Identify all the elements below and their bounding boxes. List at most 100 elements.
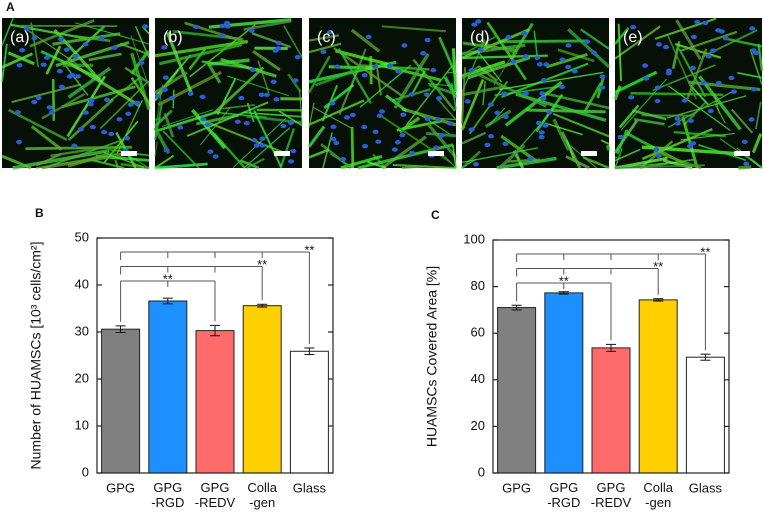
nucleus	[63, 47, 70, 52]
panel-label: C	[431, 208, 440, 222]
fiber	[103, 152, 145, 168]
nucleus	[82, 42, 89, 47]
fiber	[67, 98, 114, 142]
nucleus	[642, 63, 649, 68]
fiber	[614, 156, 668, 170]
panel-label: A	[6, 0, 15, 14]
image-label: (c)	[317, 29, 336, 46]
nucleus	[409, 150, 416, 156]
nucleus	[248, 28, 255, 33]
nucleus	[663, 44, 670, 50]
nucleus	[488, 134, 495, 139]
significance-bracket: **	[120, 257, 267, 301]
nucleus	[87, 102, 94, 107]
fiber	[755, 101, 762, 130]
micrograph: (e)	[613, 17, 764, 170]
nucleus	[599, 74, 606, 79]
fiber	[499, 39, 588, 44]
nucleus	[599, 85, 606, 90]
nucleus	[741, 139, 748, 145]
fiber	[488, 107, 506, 126]
y-axis-label: Number of HUAMSCs [10³ cells/cm²]	[28, 242, 44, 470]
nucleus	[728, 75, 735, 81]
x-tick-label: Colla -gen	[643, 480, 673, 510]
fiber	[614, 148, 623, 169]
nucleus	[471, 22, 478, 27]
fiber	[738, 165, 752, 170]
nucleus	[439, 133, 446, 138]
nucleus	[200, 117, 207, 122]
nucleus	[654, 85, 661, 90]
nucleus	[391, 147, 398, 152]
nucleus	[540, 96, 547, 101]
fiber	[482, 81, 486, 106]
fiber	[552, 112, 610, 138]
fiber	[683, 102, 706, 126]
nucleus	[275, 46, 282, 51]
nucleus	[46, 105, 53, 110]
fiber	[678, 48, 707, 98]
nucleus	[74, 74, 81, 79]
fiber	[154, 84, 164, 132]
fiber	[401, 107, 457, 127]
error-bar	[257, 303, 268, 308]
nucleus	[193, 24, 200, 30]
bar	[242, 305, 282, 474]
fiber	[713, 94, 720, 114]
nucleus	[424, 116, 431, 122]
significance-label: **	[653, 259, 663, 274]
nucleus	[31, 35, 38, 41]
fiber	[545, 53, 588, 69]
nucleus	[71, 143, 78, 149]
nucleus	[565, 43, 572, 48]
micrograph: (c)	[307, 18, 458, 170]
nucleus	[98, 36, 105, 41]
nucleus	[77, 126, 84, 132]
fiber	[680, 132, 735, 141]
nucleus	[521, 31, 528, 36]
significance-bracket: **	[516, 244, 710, 351]
fiber	[614, 27, 630, 45]
nucleus	[690, 34, 697, 40]
fiber	[478, 52, 503, 83]
y-tick-label: 40	[471, 371, 485, 386]
fiber	[191, 108, 227, 150]
fiber	[757, 43, 764, 71]
significance-label: **	[304, 242, 314, 257]
plot-frame	[492, 239, 730, 474]
fiber	[68, 61, 141, 108]
nucleus	[722, 36, 729, 41]
nucleus	[58, 84, 65, 90]
fiber	[243, 19, 292, 31]
scale-bar	[274, 151, 290, 156]
nucleus	[58, 36, 65, 42]
nucleus	[330, 136, 337, 142]
nucleus	[258, 92, 265, 97]
fiber	[451, 144, 457, 169]
nucleus	[750, 86, 757, 92]
nucleus	[477, 47, 484, 52]
nucleus	[365, 34, 372, 40]
nucleus	[333, 140, 340, 146]
error-bar	[511, 304, 522, 311]
nucleus	[56, 68, 63, 74]
fiber	[731, 108, 754, 134]
bar	[101, 328, 141, 474]
nucleus	[234, 119, 241, 124]
nucleus	[116, 117, 123, 122]
nucleus	[707, 108, 714, 114]
nucleus	[253, 143, 260, 148]
nucleus	[23, 26, 30, 31]
y-tick-label: 0	[82, 464, 89, 479]
image-label: (e)	[623, 29, 643, 46]
fiber	[308, 148, 330, 159]
fiber	[460, 78, 485, 131]
nucleus	[125, 111, 132, 116]
nucleus	[534, 55, 541, 60]
nucleus	[700, 80, 707, 85]
nucleus	[694, 19, 701, 25]
bar	[638, 299, 678, 474]
fiber	[680, 30, 738, 52]
nucleus	[502, 114, 509, 119]
fiber	[525, 108, 606, 114]
